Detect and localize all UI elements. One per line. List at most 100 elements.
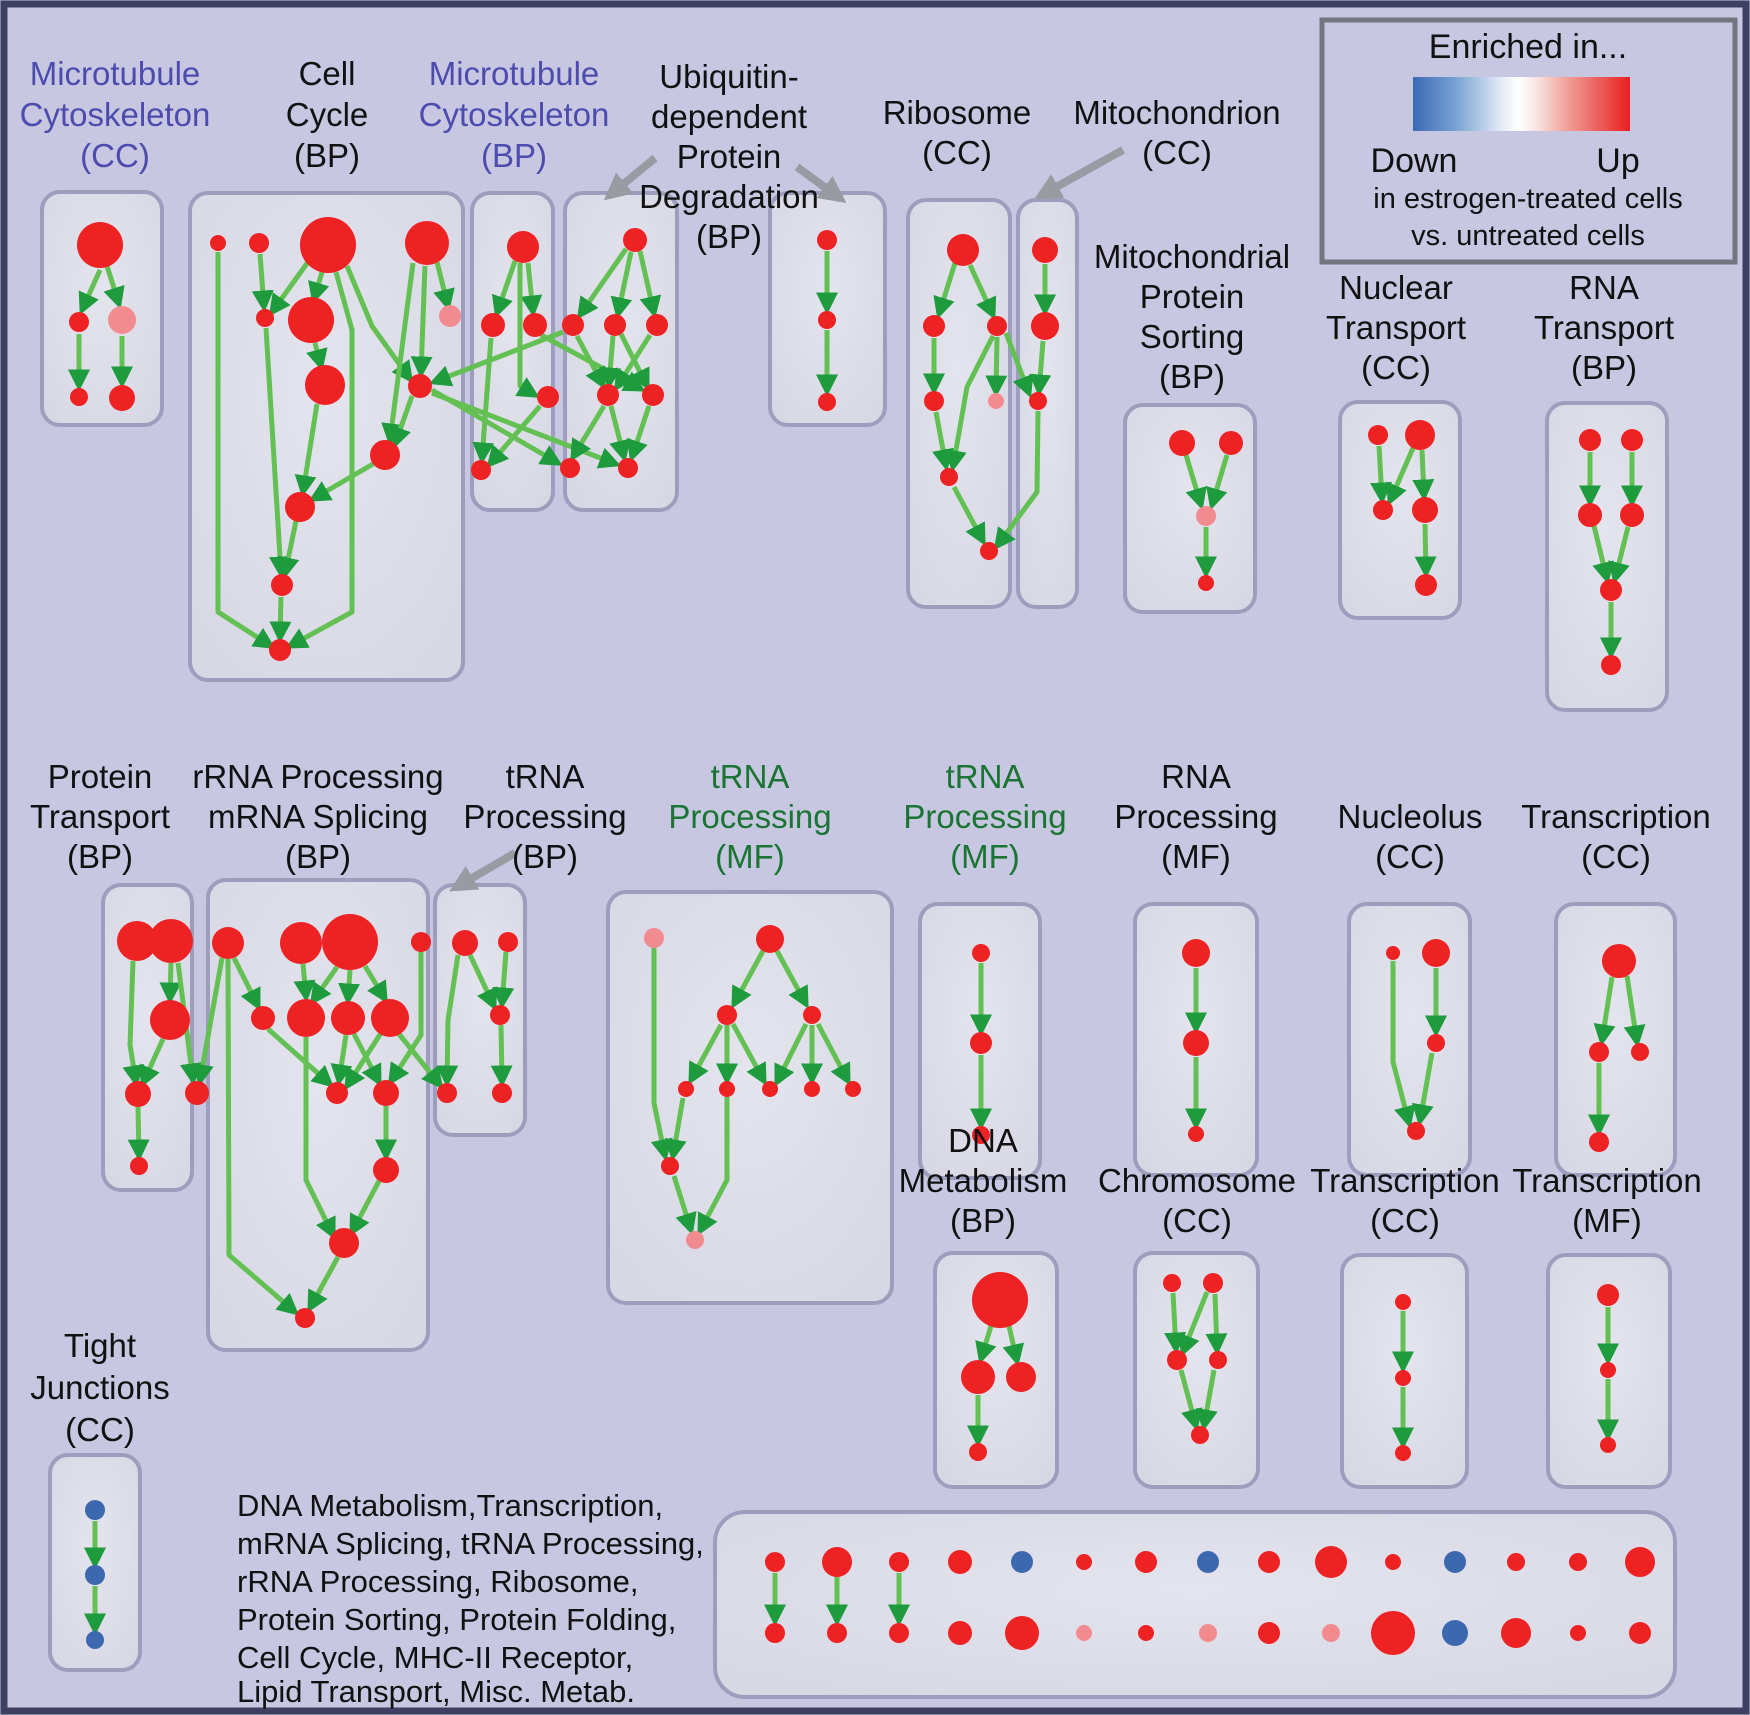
edge-arrow xyxy=(428,329,564,387)
go-term-node xyxy=(1006,1362,1036,1392)
go-term-node xyxy=(373,1157,399,1183)
go-term-node xyxy=(822,1547,852,1577)
go-term-node xyxy=(970,1032,992,1054)
go-term-node xyxy=(1183,1030,1209,1056)
legend-up: Up xyxy=(1596,142,1639,180)
label-pointer-arrow xyxy=(603,154,658,201)
go-term-node xyxy=(249,233,269,253)
panel-label-line: (MF) xyxy=(950,838,1020,875)
edge-arrow xyxy=(139,1037,166,1089)
edge-arrow xyxy=(472,337,495,465)
go-term-node xyxy=(287,999,325,1037)
panel-label-line: (CC) xyxy=(1581,838,1651,875)
go-term-node xyxy=(1368,425,1388,445)
go-term-node xyxy=(818,311,836,329)
go-term-node xyxy=(373,1080,399,1106)
edge-arrow xyxy=(515,263,540,398)
go-term-node xyxy=(271,574,293,596)
edge-arrow xyxy=(309,965,340,1006)
go-term-node xyxy=(1395,1294,1411,1310)
edge-arrow xyxy=(599,335,622,390)
go-term-node xyxy=(961,1360,995,1394)
edge-arrow xyxy=(967,263,997,320)
go-term-node xyxy=(719,1081,735,1097)
go-term-node xyxy=(940,468,958,486)
go-term-node xyxy=(1373,500,1393,520)
go-term-node xyxy=(1501,1618,1531,1648)
legend-sub1: in estrogen-treated cells xyxy=(1373,183,1683,215)
go-term-node xyxy=(1412,497,1438,523)
edge-arrow xyxy=(330,1034,353,1087)
go-term-node xyxy=(623,228,647,252)
edge-arrow xyxy=(1196,1369,1218,1432)
go-term-node xyxy=(1631,1043,1649,1061)
go-term-node xyxy=(1579,429,1601,451)
edge-arrow xyxy=(308,461,375,502)
panel-label-line: Cytoskeleton xyxy=(20,96,211,133)
go-term-node xyxy=(405,221,449,265)
go-term-node xyxy=(765,1552,785,1572)
go-term-node xyxy=(1589,1132,1609,1152)
edge-arrow xyxy=(251,253,274,313)
panel-label-line: Nucleolus xyxy=(1338,798,1483,835)
edge-arrow xyxy=(1591,525,1614,585)
panel-box-nuclear-transport-cc xyxy=(1338,400,1462,620)
go-term-node xyxy=(1031,312,1059,340)
panel-label-line: Microtubule xyxy=(429,55,600,92)
go-term-node xyxy=(1570,1625,1586,1641)
go-term-node xyxy=(562,314,584,336)
go-term-node xyxy=(322,914,378,970)
go-term-node xyxy=(1600,1362,1616,1378)
edge-arrow xyxy=(1608,526,1631,585)
go-term-node xyxy=(285,492,315,522)
edge-arrow xyxy=(308,271,330,305)
edge-arrow xyxy=(1205,1293,1228,1356)
panel-label-line: (MF) xyxy=(715,838,785,875)
go-term-node xyxy=(1442,1620,1468,1646)
go-term-node xyxy=(85,1500,105,1520)
edge-arrow xyxy=(344,1031,384,1091)
edge-arrow xyxy=(570,404,607,462)
edge-arrow xyxy=(192,957,225,1087)
panel-label-line: dependent xyxy=(651,98,807,135)
go-term-node xyxy=(452,930,478,956)
panel-label-line: Sorting xyxy=(1140,318,1245,355)
edge-arrow xyxy=(277,520,300,580)
panel-box-mitochondrion-cc xyxy=(1016,198,1079,609)
panel-label-line: Cycle xyxy=(286,96,369,133)
panel-label-line: (BP) xyxy=(67,838,133,875)
go-term-node xyxy=(1405,420,1435,450)
go-term-node xyxy=(618,458,638,478)
panel-label-line: (MF) xyxy=(1572,1202,1642,1239)
panel-label-line: (BP) xyxy=(285,838,351,875)
go-term-node xyxy=(948,1621,972,1645)
edge-arrow xyxy=(1412,449,1435,502)
go-term-node xyxy=(762,1081,778,1097)
edge-arrow xyxy=(1164,1292,1187,1355)
edge-arrow xyxy=(486,404,542,469)
go-term-node xyxy=(498,932,518,952)
go-term-node xyxy=(492,1083,512,1103)
go-term-node xyxy=(86,1631,104,1649)
panel-label-line: Processing xyxy=(463,798,626,835)
go-term-node xyxy=(1005,1616,1039,1650)
panel-box-misc-categories-grid xyxy=(713,1510,1677,1699)
go-term-node xyxy=(924,391,944,411)
go-term-node xyxy=(644,928,664,948)
edge-arrow xyxy=(78,268,103,316)
edge-arrow xyxy=(263,327,291,579)
go-term-node xyxy=(972,1272,1028,1328)
edge-arrow xyxy=(1183,454,1207,511)
panel-label-line: (CC) xyxy=(1375,838,1445,875)
go-term-node xyxy=(1258,1622,1280,1644)
go-term-node xyxy=(1196,506,1216,526)
go-term-node xyxy=(1135,1551,1157,1573)
panel-label-line: Mitochondrion xyxy=(1073,94,1280,131)
go-term-node xyxy=(1407,1122,1425,1140)
go-term-node xyxy=(269,639,291,661)
go-term-node xyxy=(597,384,619,406)
panel-label-line: Microtubule xyxy=(30,55,201,92)
go-term-node xyxy=(1629,1622,1651,1644)
go-term-node xyxy=(370,440,400,470)
